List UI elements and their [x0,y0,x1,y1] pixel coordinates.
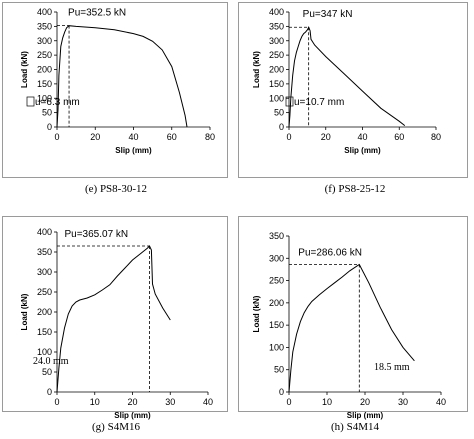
y-tick-label: 100 [37,93,52,103]
peak-load-annotation: Pu=286.06 kN [298,247,362,258]
chart-f-svg: 0 50 100 150 200 250 300 350 400 0 20 40 60 80 Slip (m… [252,7,441,155]
y-tick-label: 100 [269,342,284,352]
x-tick-label: 40 [203,397,213,407]
x-axis-label: Slip (mm) [347,411,384,420]
chart-frame [238,216,468,412]
y-tick-label: 150 [37,327,52,337]
y-tick-label: 250 [37,287,52,297]
x-axis-label: Slip (mm) [344,146,381,155]
y-tick-label: 50 [274,108,284,118]
y-tick-label: 300 [269,36,284,46]
y-tick-label: 150 [269,320,284,330]
x-tick-label: 80 [431,132,441,142]
slip-annotation-text: 18.5 mm [374,362,410,373]
x-tick-label: 20 [127,397,137,407]
x-tick-label: 0 [54,132,59,142]
slip-annotation-text: u=6.3 mm [35,97,80,108]
x-tick-label: 20 [360,397,370,407]
y-tick-label: 0 [47,387,52,397]
chart-caption: (g) S4M16 [92,421,140,433]
load-slip-curve [56,25,188,128]
slip-annotation-text: 24.0 mm [33,356,69,367]
chart-g-svg: 0 50 100 150 200 250 300 350 400 0 10 20 30 40 Slip (m… [20,227,213,420]
x-tick-label: 20 [90,132,100,142]
y-axis-label: Load (kN) [252,295,261,332]
chart-frame [2,2,228,178]
x-tick-label: 80 [205,132,215,142]
y-tick-label: 100 [269,93,284,103]
chart-frame [238,2,468,178]
y-axis-label: Load (kN) [20,293,29,330]
x-tick-label: 30 [165,397,175,407]
chart-h-svg: 0 50 100 150 200 250 300 350 0 10 20 30 40 Slip (mm) L… [252,231,446,420]
y-tick-label: 200 [37,65,52,75]
x-tick-label: 30 [398,397,408,407]
slip-annotation: 24.0 mm [33,356,69,367]
x-tick-label: 40 [357,132,367,142]
x-tick-label: 10 [90,397,100,407]
load-slip-curve [56,245,171,393]
slip-annotation-text: u=10.7 mm [294,97,344,108]
y-tick-label: 50 [42,367,52,377]
peak-load-annotation: Pu=347 kN [303,9,353,20]
load-slip-curve [288,25,406,128]
x-tick-label: 60 [394,132,404,142]
y-tick-label: 300 [37,36,52,46]
y-tick-label: 350 [269,231,284,241]
y-tick-label: 400 [269,7,284,17]
slip-annotation: u=6.3 mm [26,96,80,108]
missing-glyph-box-icon [26,96,35,107]
load-slip-curve [288,263,415,393]
y-tick-label: 350 [37,21,52,31]
chart-panel-e: 0 50 100 150 200 250 300 350 400 0 20 40 60 80 Slip (m… [0,0,232,210]
y-tick-label: 200 [269,298,284,308]
y-tick-label: 150 [37,79,52,89]
y-tick-label: 400 [37,7,52,17]
y-tick-label: 350 [37,247,52,257]
y-tick-label: 200 [37,307,52,317]
chart-caption: (f) PS8-25-12 [324,183,386,195]
y-tick-label: 200 [269,65,284,75]
x-tick-label: 40 [128,132,138,142]
y-axis-label: Load (kN) [252,51,261,88]
x-tick-label: 0 [54,397,59,407]
chart-panel-f: 0 50 100 150 200 250 300 350 400 0 20 40 60 80 Slip (m… [236,0,474,210]
slip-annotation: 18.5 mm [374,362,410,373]
y-tick-label: 300 [269,253,284,263]
y-tick-label: 0 [279,387,284,397]
x-axis-label: Slip (mm) [115,146,152,155]
y-axis-label: Load (kN) [20,51,29,88]
x-tick-label: 40 [436,397,446,407]
chart-panel-g: 0 50 100 150 200 250 300 350 400 0 10 20 30 40 Slip (m… [0,214,232,439]
y-tick-label: 350 [269,21,284,31]
peak-load-annotation: Pu=365.07 kN [64,229,128,240]
y-tick-label: 250 [269,50,284,60]
y-tick-label: 100 [37,347,52,357]
y-tick-label: 0 [279,122,284,132]
y-tick-label: 0 [47,122,52,132]
chart-caption: (h) S4M14 [331,421,379,433]
chart-caption: (e) PS8-30-12 [84,183,148,195]
chart-panel-h: 0 50 100 150 200 250 300 350 0 10 20 30 40 Slip (mm) L… [236,214,474,439]
peak-load-annotation: Pu=352.5 kN [68,8,126,19]
chart-e-svg: 0 50 100 150 200 250 300 350 400 0 20 40 60 80 Slip (m… [20,7,215,155]
x-tick-label: 20 [321,132,331,142]
chart-frame [2,216,228,412]
x-tick-label: 0 [286,397,291,407]
y-tick-label: 150 [269,79,284,89]
slip-annotation: u=10.7 mm [285,96,344,108]
y-tick-label: 250 [269,276,284,286]
y-tick-label: 300 [37,267,52,277]
y-tick-label: 250 [37,50,52,60]
x-tick-label: 60 [167,132,177,142]
x-axis-label: Slip (mm) [114,411,151,420]
y-tick-label: 50 [274,365,284,375]
y-tick-label: 50 [42,108,52,118]
missing-glyph-box-icon [285,96,294,107]
x-tick-label: 0 [286,132,291,142]
x-tick-label: 10 [322,397,332,407]
y-tick-label: 400 [37,227,52,237]
